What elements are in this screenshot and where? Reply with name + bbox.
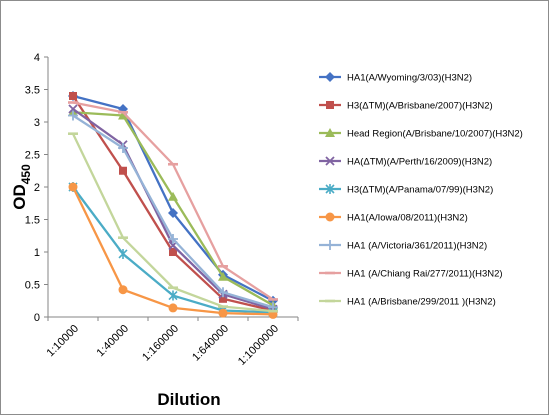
legend-label: HA1 (A/Victoria/361/2011)(H3N2) <box>347 241 487 252</box>
y-tick-label: 2 <box>34 182 40 194</box>
legend-item: HA(ΔTM)(A/Perth/16/2009)(H3N2) <box>319 156 492 168</box>
legend-label: H3(ΔTM)(A/Brisbane/2007)(H3N2) <box>347 101 493 112</box>
y-tick-labels: 0 0.5 1 1.5 2 2.5 3 3.5 4 <box>25 52 40 324</box>
legend-label: HA1 (A/Chiang Rai/277/2011)(H3N2) <box>347 269 503 280</box>
legend-marker <box>325 72 335 82</box>
data-point <box>68 101 78 104</box>
legend-marker <box>325 299 335 303</box>
data-point <box>118 285 128 295</box>
y-tick-label: 2.5 <box>25 150 40 162</box>
data-point <box>219 294 227 303</box>
legend-marker <box>325 271 335 275</box>
x-tick-label: 1:40000 <box>95 323 132 360</box>
x-axis-title: Dilution <box>157 390 220 409</box>
series-group <box>68 91 278 319</box>
y-tick-label: 4 <box>34 52 40 64</box>
data-point <box>118 248 128 259</box>
legend: HA1(A/Wyoming/3/03)(H3N2) H3(ΔTM)(A/Brisb… <box>319 72 523 308</box>
data-point <box>118 110 128 120</box>
y-tick-label: 3 <box>34 117 40 129</box>
legend-label: HA1(A/Wyoming/3/03)(H3N2) <box>347 73 472 84</box>
series-7 <box>68 110 278 313</box>
legend-item: H3(ΔTM)(A/Panama/07/99)(H3N2) <box>319 184 493 196</box>
legend-item: HA1 (A/Brisbane/299/2011 )(H3N2) <box>319 297 496 308</box>
y-tick-label: 3.5 <box>25 85 40 97</box>
legend-label: Head Region(A/Brisbane/10/2007)(H3N2) <box>347 129 523 140</box>
y-axis-title-main: OD <box>10 184 29 210</box>
legend-item: HA1(A/Wyoming/3/03)(H3N2) <box>319 72 472 84</box>
axes <box>44 56 299 321</box>
data-point <box>168 290 178 301</box>
data-point <box>168 162 178 166</box>
data-point <box>218 305 228 308</box>
legend-marker <box>325 212 335 222</box>
x-tick-label: 1:640000 <box>190 323 231 364</box>
y-tick-label: 0 <box>34 312 40 324</box>
legend-label: HA1(A/Iowa/08/2011)(H3N2) <box>347 213 468 224</box>
series-8 <box>68 101 278 301</box>
data-point <box>68 110 78 121</box>
legend-item: HA1 (A/Chiang Rai/277/2011)(H3N2) <box>319 269 503 280</box>
data-point <box>218 287 228 298</box>
series-line <box>72 101 274 301</box>
data-point <box>168 234 178 244</box>
data-point <box>68 104 78 114</box>
x-tick-label: 1:160000 <box>140 323 181 364</box>
legend-marker <box>325 128 335 137</box>
legend-item: Head Region(A/Brisbane/10/2007)(H3N2) <box>319 128 523 140</box>
data-point <box>268 309 278 313</box>
legend-marker <box>325 156 335 166</box>
series-9 <box>68 132 278 313</box>
y-tick-label: 1.5 <box>25 215 40 227</box>
data-point <box>118 143 128 153</box>
data-point <box>218 308 228 318</box>
legend-label: HA(ΔTM)(A/Perth/16/2009)(H3N2) <box>347 157 492 168</box>
data-point <box>218 271 228 281</box>
legend-item: HA1(A/Iowa/08/2011)(H3N2) <box>319 212 468 224</box>
legend-marker <box>325 240 335 250</box>
data-point <box>168 303 178 313</box>
x-tick-label: 1:10000 <box>45 323 82 360</box>
data-point <box>69 92 77 100</box>
legend-label: H3(ΔTM)(A/Panama/07/99)(H3N2) <box>347 185 493 196</box>
data-point <box>169 248 177 256</box>
y-axis-title-sub: 450 <box>19 164 33 184</box>
data-point <box>268 298 278 301</box>
x-tick-labels: 1:10000 1:40000 1:160000 1:640000 1:1000000 <box>45 323 282 368</box>
data-point <box>68 182 78 192</box>
y-tick-label: 0.5 <box>25 280 40 292</box>
data-point <box>168 208 178 218</box>
data-point <box>68 132 78 135</box>
x-tick-label: 1:1000000 <box>236 323 281 368</box>
legend-item: H3(ΔTM)(A/Brisbane/2007)(H3N2) <box>319 101 493 112</box>
data-point <box>118 236 128 239</box>
legend-marker <box>325 184 335 194</box>
y-axis-title: OD450 <box>10 164 33 210</box>
series-6 <box>68 182 278 319</box>
data-point <box>218 265 228 268</box>
legend-marker <box>326 101 334 109</box>
series-3 <box>68 107 278 310</box>
data-point <box>119 166 127 175</box>
legend-label: HA1 (A/Brisbane/299/2011 )(H3N2) <box>347 297 496 308</box>
data-point <box>118 110 128 114</box>
data-point <box>168 286 178 290</box>
legend-item: HA1 (A/Victoria/361/2011)(H3N2) <box>319 240 487 252</box>
y-tick-label: 1 <box>34 247 40 259</box>
data-point <box>168 191 178 201</box>
